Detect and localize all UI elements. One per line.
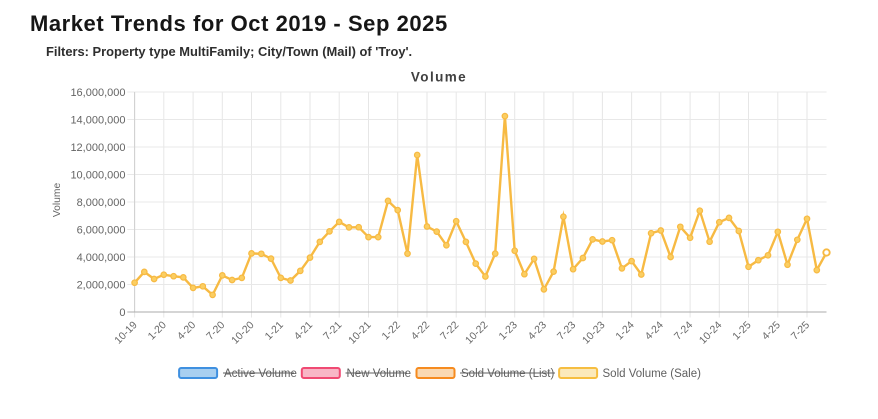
svg-text:8,000,000: 8,000,000 [77,197,126,209]
svg-text:4-21: 4-21 [292,319,315,342]
svg-text:Sold Volume (Sale): Sold Volume (Sale) [603,368,702,380]
svg-text:12,000,000: 12,000,000 [70,142,125,154]
svg-text:10-19: 10-19 [112,319,140,347]
svg-text:7-21: 7-21 [321,319,344,342]
svg-text:16,000,000: 16,000,000 [70,87,125,99]
svg-text:0: 0 [119,307,125,319]
svg-text:6,000,000: 6,000,000 [77,225,126,237]
svg-text:4,000,000: 4,000,000 [77,252,126,264]
svg-text:New Volume: New Volume [347,368,412,380]
svg-text:4-22: 4-22 [409,319,432,342]
svg-text:Sold Volume (List): Sold Volume (List) [461,368,554,380]
svg-text:4-24: 4-24 [643,319,666,342]
svg-text:10-23: 10-23 [580,319,608,347]
svg-text:7-22: 7-22 [438,319,461,342]
svg-text:Active Volume: Active Volume [224,368,297,380]
svg-text:7-20: 7-20 [204,319,227,342]
svg-text:10-21: 10-21 [346,319,374,347]
svg-text:10,000,000: 10,000,000 [70,170,125,182]
svg-text:1-23: 1-23 [496,319,519,342]
svg-text:1-24: 1-24 [613,319,636,342]
svg-text:10-20: 10-20 [229,319,257,347]
svg-text:7-23: 7-23 [555,319,578,342]
svg-text:1-20: 1-20 [146,319,169,342]
svg-text:Volume: Volume [411,70,467,85]
svg-text:Volume: Volume [52,183,63,218]
svg-text:2,000,000: 2,000,000 [77,280,126,292]
svg-text:1-22: 1-22 [379,319,402,342]
svg-text:4-23: 4-23 [526,319,549,342]
svg-text:1-21: 1-21 [263,319,286,342]
svg-text:7-24: 7-24 [672,319,695,342]
svg-text:4-20: 4-20 [175,319,198,342]
svg-text:14,000,000: 14,000,000 [70,115,125,127]
svg-text:7-25: 7-25 [789,319,812,342]
svg-text:10-24: 10-24 [697,319,725,347]
svg-text:1-25: 1-25 [730,319,753,342]
svg-text:4-25: 4-25 [760,319,783,342]
svg-text:10-22: 10-22 [463,319,491,347]
